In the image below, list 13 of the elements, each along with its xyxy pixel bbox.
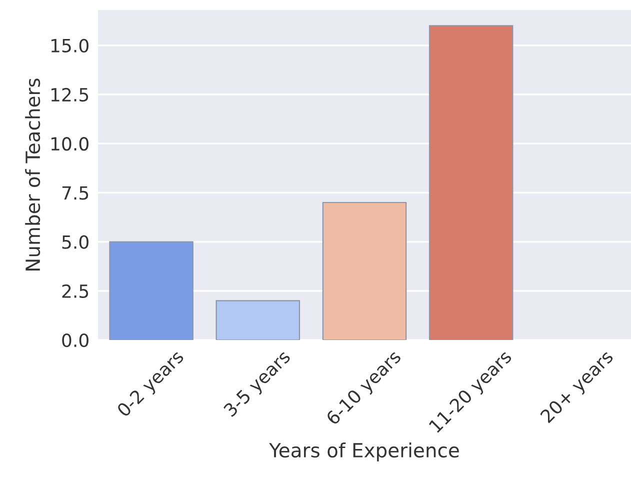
bar bbox=[216, 300, 300, 340]
y-tick-label: 7.5 bbox=[62, 186, 88, 200]
y-tick-label: 12.5 bbox=[51, 88, 88, 102]
y-tick-label: 5.0 bbox=[62, 235, 88, 249]
x-axis-title: Years of Experience bbox=[269, 442, 459, 462]
y-tick-label: 0.0 bbox=[62, 333, 88, 348]
y-tick-label: 10.0 bbox=[51, 137, 88, 151]
bar bbox=[428, 25, 514, 340]
bar bbox=[322, 202, 407, 340]
y-axis-title: Number of Teachers bbox=[25, 78, 40, 270]
y-tick-label: 15.0 bbox=[51, 38, 88, 52]
y-tick-label: 2.5 bbox=[62, 284, 88, 298]
bar bbox=[109, 241, 194, 340]
